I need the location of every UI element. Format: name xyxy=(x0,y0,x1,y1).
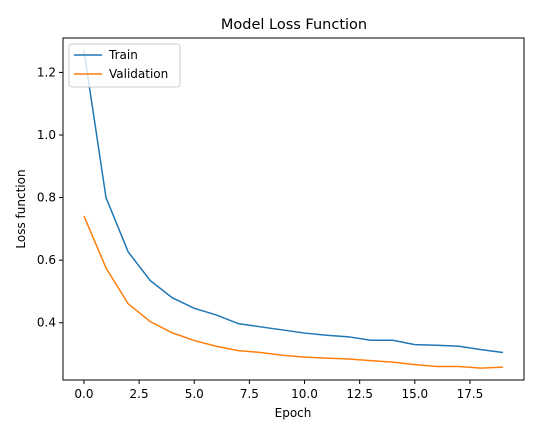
y-tick-label: 1.2 xyxy=(37,65,56,79)
x-tick-label: 2.5 xyxy=(130,387,149,401)
y-tick-label: 1.0 xyxy=(37,128,56,142)
x-axis-title: Epoch xyxy=(275,406,312,420)
legend-label-train: Train xyxy=(108,48,138,62)
legend-label-validation: Validation xyxy=(109,67,168,81)
chart-title: Model Loss Function xyxy=(221,17,367,33)
y-tick-label: 0.8 xyxy=(37,191,56,205)
x-axis: 0.0 2.5 5.0 7.5 10.0 12.5 15.0 17.5 xyxy=(74,380,483,401)
y-tick-label: 0.4 xyxy=(37,316,56,330)
x-tick-label: 7.5 xyxy=(240,387,259,401)
y-axis: 0.4 0.6 0.8 1.0 1.2 xyxy=(37,65,63,330)
y-tick-label: 0.6 xyxy=(37,253,56,267)
series-line-validation xyxy=(83,215,504,369)
plot-lines xyxy=(83,50,504,369)
y-axis-title: Loss function xyxy=(14,169,28,248)
x-tick-label: 0.0 xyxy=(74,387,93,401)
x-tick-label: 17.5 xyxy=(457,387,484,401)
x-tick-label: 12.5 xyxy=(346,387,373,401)
x-tick-label: 5.0 xyxy=(185,387,204,401)
x-tick-label: 10.0 xyxy=(291,387,318,401)
series-line-train xyxy=(83,50,504,354)
legend: Train Validation xyxy=(68,43,181,88)
x-tick-label: 15.0 xyxy=(401,387,428,401)
plot-frame xyxy=(62,37,525,381)
